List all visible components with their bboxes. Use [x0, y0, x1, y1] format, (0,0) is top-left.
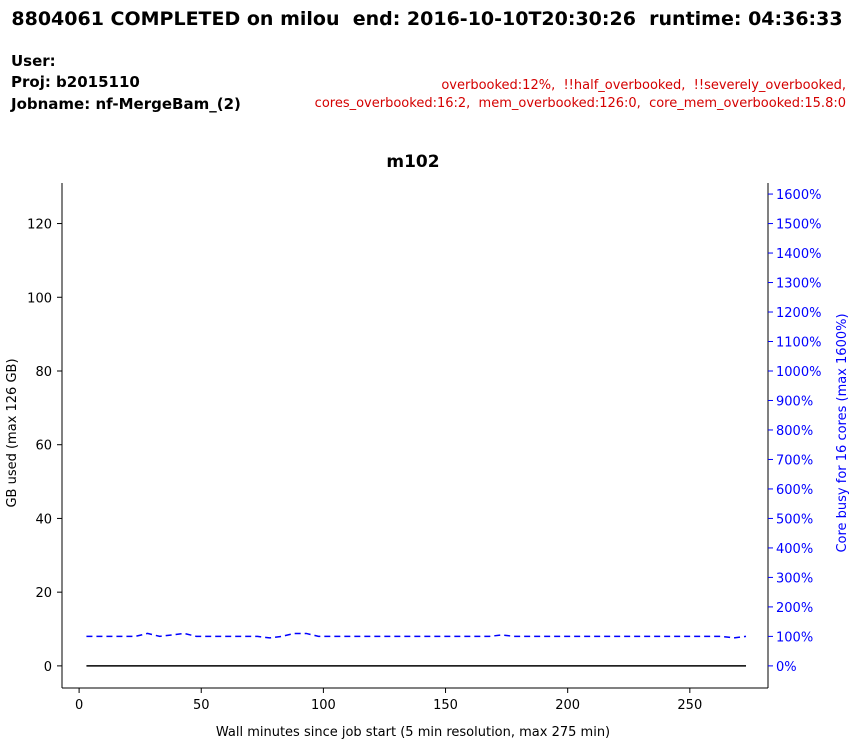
page-title: 8804061 COMPLETED on milou end: 2016-10-… — [11, 8, 843, 30]
y-axis-label: GB used (max 126 GB) — [5, 358, 20, 507]
y2-tick-label: 300% — [776, 571, 813, 586]
warnings-line-2: cores_overbooked:16:2, mem_overbooked:12… — [314, 96, 846, 111]
x-axis-label: Wall minutes since job start (5 min reso… — [216, 725, 610, 740]
x-tick-label: 150 — [433, 698, 458, 713]
y-tick-label: 120 — [27, 218, 52, 233]
x-tick-label: 200 — [555, 698, 580, 713]
y2-tick-label: 1000% — [776, 365, 821, 380]
x-tick-label: 50 — [193, 698, 210, 713]
x-tick-label: 250 — [677, 698, 702, 713]
y-tick-label: 0 — [44, 660, 52, 675]
y2-tick-label: 200% — [776, 601, 813, 616]
y2-tick-label: 0% — [776, 660, 797, 675]
y2-tick-label: 1100% — [776, 336, 821, 351]
user-label: User: — [11, 52, 56, 70]
plot-axes: 0 50 100 150 200 2500204060801001200%100%200%… — [27, 183, 821, 713]
y2-tick-label: 1600% — [776, 188, 821, 203]
y2-tick-label: 800% — [776, 424, 813, 439]
y2-axis-label: Core busy for 16 cores (max 1600%) — [835, 313, 850, 552]
x-tick-label: 100 — [311, 698, 336, 713]
y2-tick-label: 700% — [776, 453, 813, 468]
y2-tick-label: 600% — [776, 483, 813, 498]
y-tick-label: 100 — [27, 291, 52, 306]
y-tick-label: 60 — [35, 439, 52, 454]
y-tick-label: 40 — [35, 512, 52, 527]
warnings-line-1: overbooked:12%, !!half_overbooked, !!sev… — [441, 78, 846, 93]
chart-title: m102 — [386, 152, 439, 172]
x-tick-label: 0 — [75, 698, 83, 713]
y2-tick-label: 1400% — [776, 247, 821, 262]
y2-tick-label: 1300% — [776, 277, 821, 292]
y2-tick-label: 1200% — [776, 306, 821, 321]
y-tick-label: 80 — [35, 365, 52, 380]
y-tick-label: 20 — [35, 586, 52, 601]
y2-tick-label: 400% — [776, 542, 813, 557]
y2-tick-label: 500% — [776, 512, 813, 527]
y2-tick-label: 900% — [776, 394, 813, 409]
series-layer — [86, 632, 747, 667]
jobname-label: Jobname: nf-MergeBam_(2) — [11, 95, 241, 113]
y2-tick-label: 1500% — [776, 218, 821, 233]
core-busy-line — [86, 632, 747, 639]
project-label: Proj: b2015110 — [11, 73, 140, 91]
y2-tick-label: 100% — [776, 630, 813, 645]
